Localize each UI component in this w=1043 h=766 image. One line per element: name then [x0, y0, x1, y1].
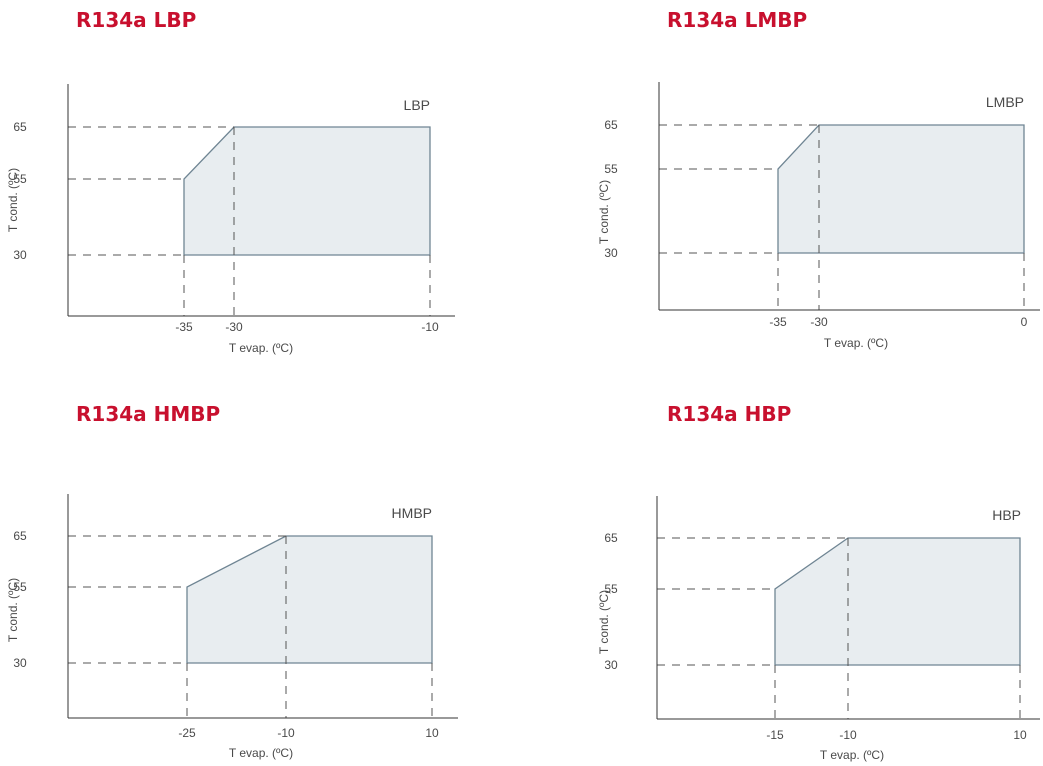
x-axis-label: T evap. (ºC) — [824, 336, 888, 350]
x-tick-label: 10 — [1013, 728, 1027, 742]
y-tick-label: 30 — [13, 248, 27, 262]
chart-title: R134a LBP — [76, 8, 197, 32]
y-tick-label: 65 — [604, 118, 618, 132]
chart-title: R134a LMBP — [667, 8, 808, 32]
x-tick-label: -10 — [277, 726, 295, 740]
y-axis-label: T cond. (ºC) — [6, 578, 20, 642]
y-tick-label: 30 — [604, 246, 618, 260]
chart-plot: -35 -30 0 30 55 65 T evap. (ºC) T cond. (ºC) LMB… — [597, 82, 1040, 350]
region-label: HBP — [992, 507, 1021, 523]
chart-plot: -25 -10 10 30 55 65 T evap. (ºC) T cond. (ºC) HM… — [6, 494, 458, 760]
x-axis-label: T evap. (ºC) — [820, 748, 884, 762]
chart-title: R134a HBP — [667, 402, 792, 426]
y-tick-label: 55 — [604, 162, 618, 176]
x-tick-label: -10 — [421, 320, 439, 334]
chart-plot: -35 -30 -10 30 55 65 T evap. (ºC) T cond. (ºC) L… — [6, 84, 455, 355]
y-tick-label: 55 — [604, 582, 618, 596]
x-tick-label: -10 — [839, 728, 857, 742]
chart-panel-hmbp: R134a HMBP -25 -10 10 30 55 65 T evap. (ºC) T c… — [0, 0, 520, 766]
y-axis-label: T cond. (ºC) — [597, 180, 611, 244]
x-tick-label: -30 — [810, 315, 828, 329]
chart-title: R134a HMBP — [76, 402, 221, 426]
envelope-region — [183, 126, 431, 256]
y-tick-label: 65 — [604, 531, 618, 545]
x-axis-label: T evap. (ºC) — [229, 341, 293, 355]
y-tick-label: 30 — [13, 656, 27, 670]
region-label: HMBP — [392, 505, 432, 521]
y-tick-label: 65 — [13, 120, 27, 134]
chart-panel-lbp: R134a LBP -35 -30 -10 30 55 65 T evap. (ºC) T c… — [0, 0, 520, 383]
x-tick-label: -35 — [175, 320, 193, 334]
y-axis-label: T cond. (ºC) — [6, 168, 20, 232]
x-axis-label: T evap. (ºC) — [229, 746, 293, 760]
y-tick-label: 55 — [13, 172, 27, 186]
x-tick-label: 0 — [1021, 315, 1028, 329]
envelope-region — [777, 124, 1025, 254]
x-tick-label: -35 — [769, 315, 787, 329]
y-tick-label: 55 — [13, 580, 27, 594]
envelope-region — [774, 537, 1021, 666]
y-tick-label: 30 — [604, 658, 618, 672]
x-tick-label: -25 — [178, 726, 196, 740]
x-tick-label: -30 — [225, 320, 243, 334]
region-label: LMBP — [986, 94, 1024, 110]
chart-panel-lmbp: R134a LMBP -35 -30 0 30 55 65 T evap. (ºC) T co… — [597, 8, 1040, 350]
envelope-region — [186, 535, 433, 664]
x-tick-label: -15 — [766, 728, 784, 742]
x-tick-label: 10 — [425, 726, 439, 740]
y-axis-label: T cond. (ºC) — [597, 590, 611, 654]
region-label: LBP — [404, 97, 430, 113]
y-tick-label: 65 — [13, 529, 27, 543]
